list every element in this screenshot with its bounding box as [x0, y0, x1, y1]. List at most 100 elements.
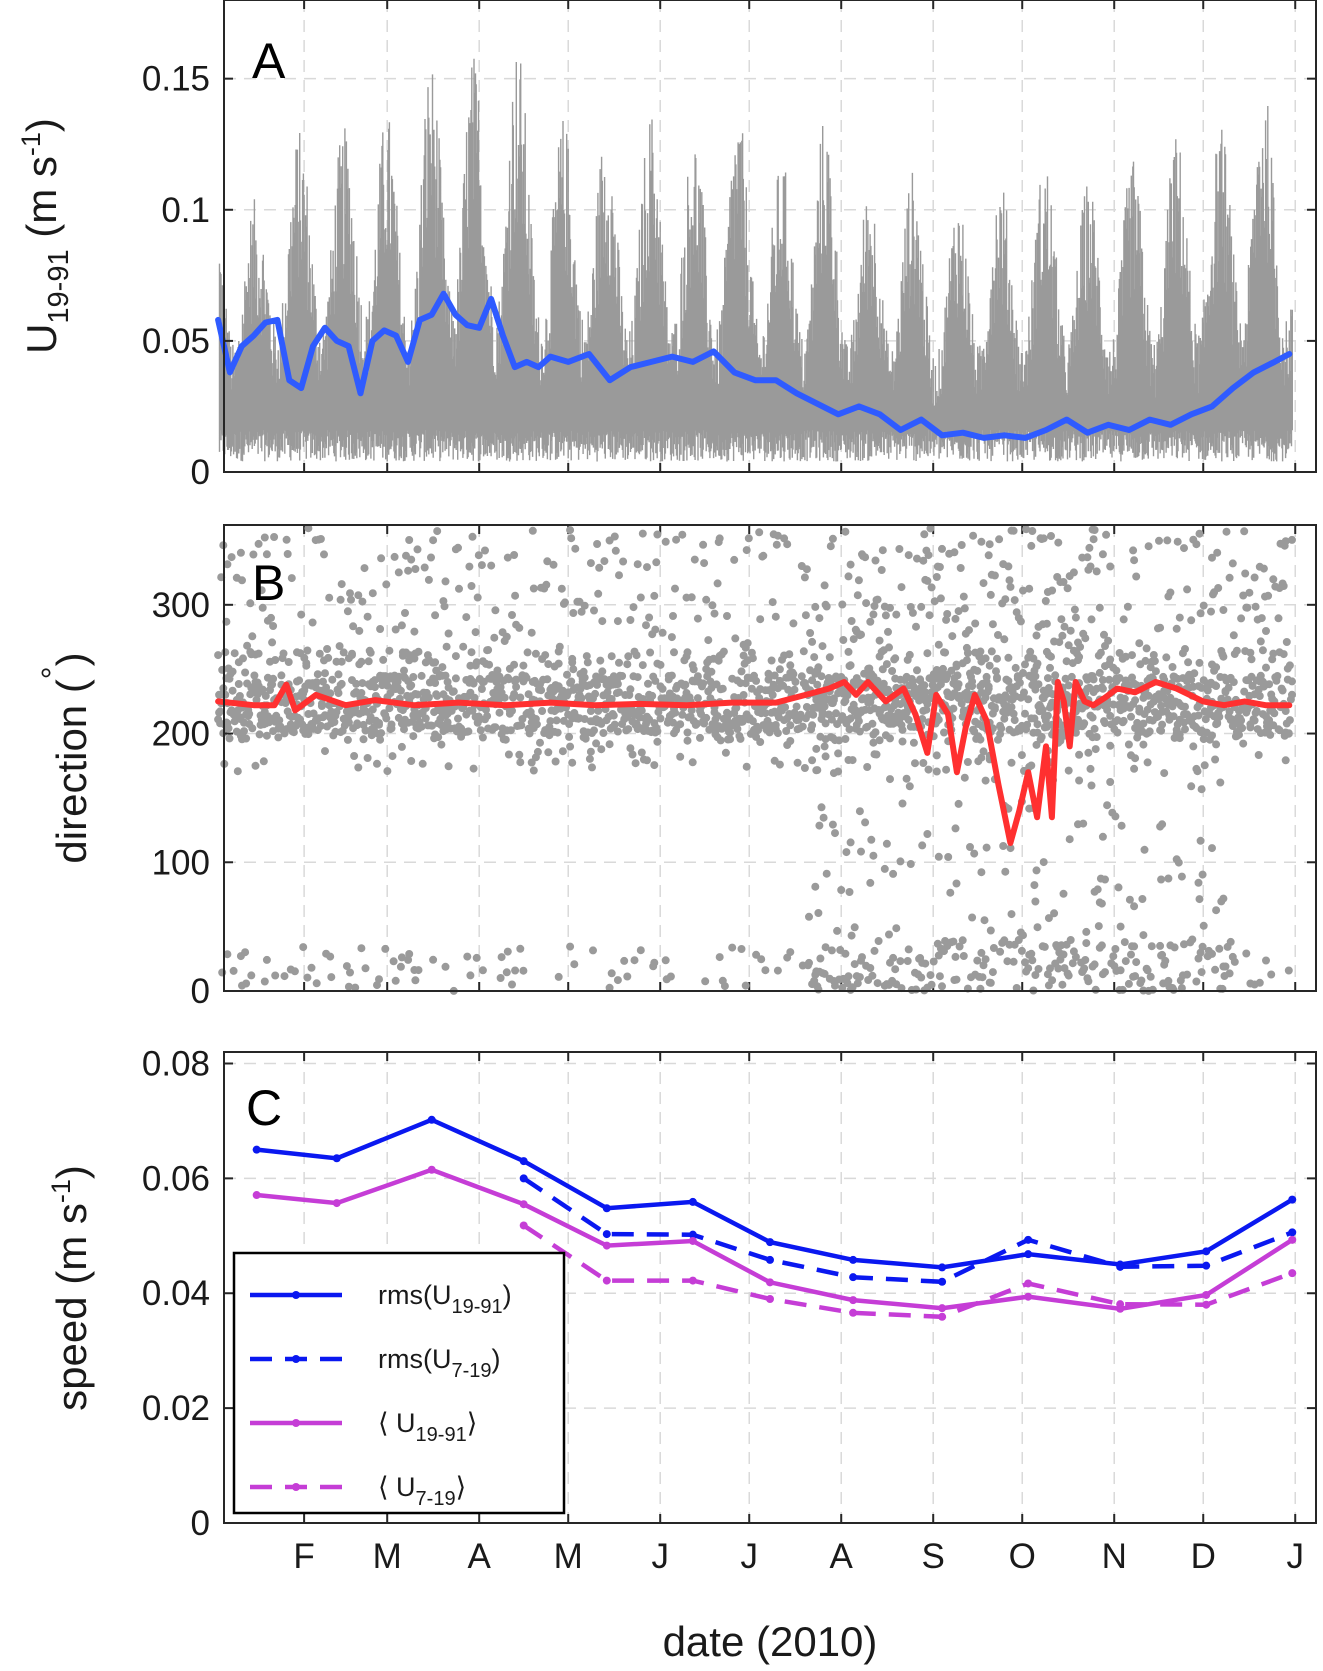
- series-point-0: [766, 1238, 774, 1247]
- series-point-3: [1116, 1300, 1125, 1309]
- panel-c: 0 0.02 0.04 0.06 0.08 F M A M J J A S O N D J C speed (…: [46, 1044, 1317, 1665]
- axes-box-b: [223, 524, 1317, 992]
- legend: rms(U19-91) rms(U7-19) ⟨ U19-91⟩ ⟨ U7-19⟩: [232, 1251, 566, 1515]
- series-line-3: [522, 1223, 1294, 1320]
- axes-box-a: [223, 0, 1317, 473]
- smoothed-speed-line: [215, 290, 1293, 441]
- y-tick-label: 300: [152, 586, 210, 625]
- y-tick-label: 0: [191, 1504, 210, 1543]
- y-ticks-c: 0 0.02 0.04 0.06 0.08: [142, 1044, 1316, 1543]
- legend-label: rms(U7-19): [378, 1344, 501, 1382]
- series-point-1: [938, 1277, 947, 1286]
- legend-label: ⟨ U7-19⟩: [378, 1472, 466, 1510]
- x-tick-label: J: [1286, 1537, 1304, 1576]
- y-label-a: U19-91 (m s-1): [16, 118, 75, 354]
- series-point-2: [519, 1200, 528, 1209]
- series-point-2: [688, 1236, 697, 1245]
- y-tick-label: 0.15: [142, 60, 210, 99]
- x-label: date (2010): [663, 1618, 878, 1665]
- x-tick-label: J: [740, 1537, 758, 1576]
- svg-text:U19-91 (m s-1): U19-91 (m s-1): [16, 118, 75, 354]
- series-point-0: [332, 1154, 341, 1163]
- series-point-1: [1288, 1228, 1297, 1237]
- svg-text:direction (°): direction (°): [35, 652, 95, 863]
- series-point-2: [1024, 1292, 1033, 1301]
- series-point-0: [252, 1145, 261, 1154]
- series-point-0: [602, 1204, 611, 1213]
- series-point-1: [1202, 1261, 1211, 1270]
- series-point-1: [602, 1230, 611, 1239]
- series-point-0: [1202, 1247, 1211, 1256]
- axes-box-c: [223, 1051, 1317, 1524]
- legend-marker: [292, 1419, 300, 1427]
- y-tick-label: 0.1: [161, 191, 210, 230]
- x-tick-label: O: [1009, 1537, 1036, 1576]
- series-point-2: [602, 1241, 611, 1250]
- panel-a: 0 0.05 0.1 0.15 A U19-91 (m s-1): [16, 0, 1317, 492]
- series-point-1: [766, 1255, 774, 1264]
- y-tick-label: 0.05: [142, 322, 210, 361]
- series-point-3: [766, 1294, 774, 1303]
- panel-letter-c: C: [246, 1080, 282, 1136]
- monthly-speed-series: [252, 1115, 1297, 1321]
- series-point-1: [1116, 1262, 1125, 1271]
- legend-label: ⟨ U19-91⟩: [378, 1408, 477, 1446]
- x-tick-label: F: [293, 1537, 314, 1576]
- y-tick-label: 0: [191, 453, 210, 492]
- series-point-2: [1202, 1290, 1211, 1299]
- y-label-c: speed (m s-1): [46, 1165, 95, 1411]
- x-tick-label: D: [1191, 1537, 1216, 1576]
- x-tick-label: A: [468, 1537, 492, 1576]
- series-point-2: [1288, 1235, 1297, 1244]
- series-point-0: [688, 1197, 697, 1206]
- series-point-1: [849, 1273, 858, 1282]
- y-label-b: direction (°): [35, 652, 95, 863]
- series-point-0: [519, 1157, 528, 1166]
- y-tick-label: 0: [191, 972, 210, 1011]
- x-tick-label: A: [830, 1537, 854, 1576]
- series-point-3: [1024, 1279, 1033, 1288]
- x-tick-label: M: [554, 1537, 583, 1576]
- series-point-3: [849, 1308, 858, 1317]
- series-point-3: [938, 1312, 947, 1321]
- series-point-1: [688, 1230, 697, 1239]
- y-ticks-a: 0 0.05 0.1 0.15: [142, 60, 1316, 492]
- legend-label: rms(U19-91): [378, 1280, 512, 1318]
- series-point-2: [766, 1278, 774, 1287]
- smoothed-direction-line: [215, 679, 1293, 846]
- series-point-0: [1288, 1195, 1297, 1204]
- y-tick-label: 200: [152, 715, 210, 754]
- panel-letter-b: B: [252, 555, 285, 611]
- series-point-3: [688, 1276, 697, 1285]
- x-tick-label: M: [373, 1537, 402, 1576]
- y-tick-label: 0.04: [142, 1274, 210, 1313]
- y-tick-label: 0.06: [142, 1159, 210, 1198]
- x-tick-label: J: [651, 1537, 669, 1576]
- x-tick-label: N: [1102, 1537, 1127, 1576]
- svg-text:speed (m s-1): speed (m s-1): [46, 1165, 95, 1411]
- legend-marker: [292, 1291, 300, 1299]
- y-tick-label: 100: [152, 843, 210, 882]
- series-point-3: [602, 1276, 611, 1285]
- x-tick-label: S: [922, 1537, 945, 1576]
- legend-marker: [292, 1355, 300, 1363]
- series-point-0: [1024, 1250, 1033, 1259]
- series-point-3: [1202, 1300, 1211, 1309]
- series-point-0: [938, 1263, 947, 1272]
- panel-b: 0 100 200 300 B direction (°): [35, 524, 1317, 1011]
- series-point-1: [519, 1174, 528, 1183]
- series-point-1: [1024, 1235, 1033, 1244]
- y-tick-label: 0.08: [142, 1044, 210, 1083]
- series-point-2: [427, 1165, 436, 1174]
- series-point-2: [849, 1296, 858, 1305]
- y-ticks-b: 0 100 200 300: [152, 586, 1316, 1011]
- series-point-0: [849, 1255, 858, 1264]
- series-point-3: [519, 1221, 528, 1230]
- series-point-2: [938, 1304, 947, 1313]
- series-line-1: [522, 1176, 1294, 1285]
- panel-letter-a: A: [252, 33, 286, 89]
- series-point-2: [252, 1191, 261, 1200]
- series-point-2: [332, 1199, 341, 1208]
